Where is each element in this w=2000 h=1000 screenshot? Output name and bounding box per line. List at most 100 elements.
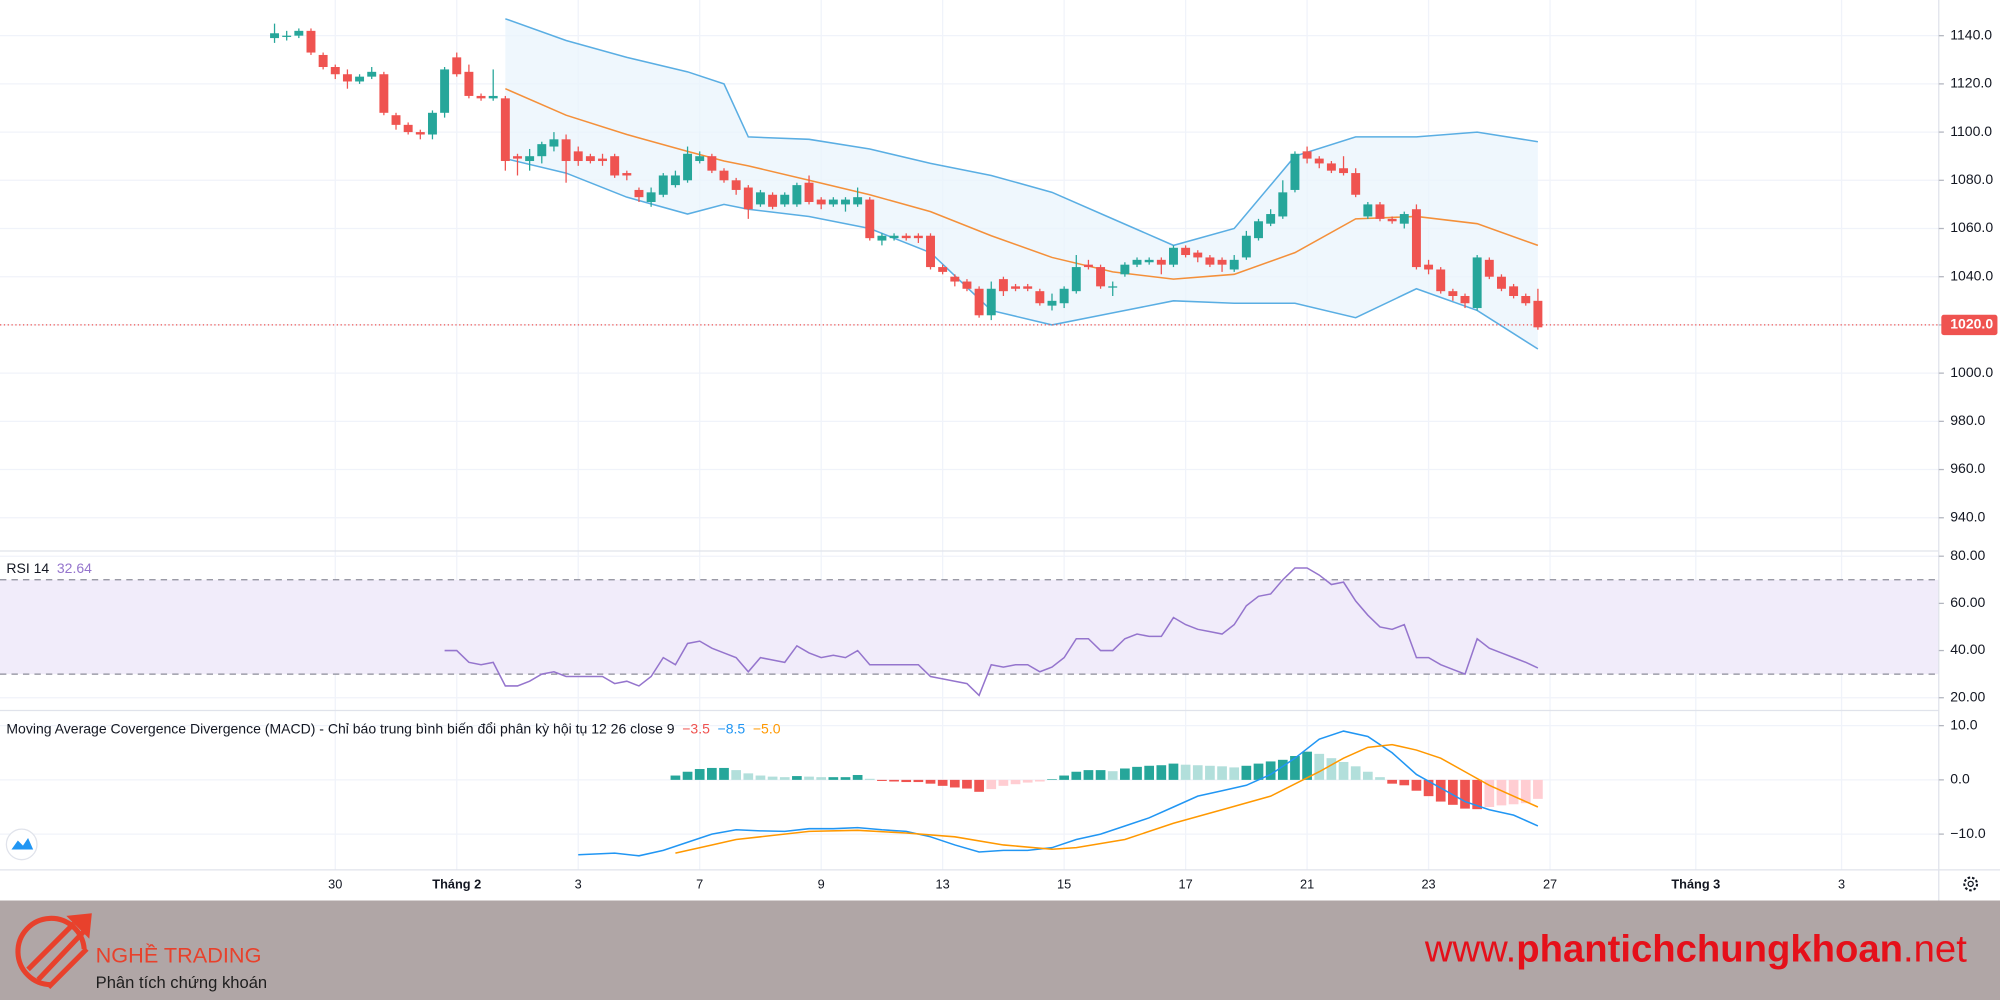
y-tick-label: 40.00	[1950, 641, 1985, 657]
macd-bar	[731, 770, 741, 780]
candle-body	[513, 156, 522, 159]
rsi-legend: RSI 14 32.64	[6, 560, 92, 576]
macd-bar	[1253, 763, 1264, 780]
macd-bar	[1229, 767, 1240, 780]
macd-bar	[913, 779, 924, 783]
y-tick-label: 960.0	[1950, 460, 1985, 476]
candle-body	[816, 199, 826, 205]
x-tick-label: 30	[328, 877, 342, 892]
candle-body	[1290, 153, 1300, 190]
candle-body	[391, 115, 401, 125]
y-tick-label: 10.0	[1950, 716, 1977, 732]
candle-body	[913, 235, 923, 239]
candle-body	[1059, 288, 1069, 304]
candle-body	[440, 69, 450, 113]
candle-body	[1193, 252, 1203, 258]
rsi-band	[0, 579, 1939, 675]
macd-bar	[1010, 779, 1021, 785]
candle-body	[1484, 259, 1494, 277]
macd-bar	[779, 777, 790, 780]
candle-body	[646, 192, 656, 202]
candle-body	[1169, 247, 1178, 265]
candle-body	[974, 288, 984, 316]
macd-bar	[1168, 763, 1179, 780]
macd-bar	[1423, 779, 1434, 797]
logo-icon	[11, 838, 34, 850]
macd-bar	[755, 775, 766, 780]
candle-body	[707, 156, 717, 171]
candle-body	[926, 235, 935, 268]
macd-legend: Moving Average Covergence Divergence (MA…	[6, 720, 780, 736]
macd-bar	[1241, 765, 1252, 780]
macd-bar	[1120, 768, 1130, 780]
candle-body	[355, 76, 365, 82]
settings-icon[interactable]	[1963, 876, 1979, 892]
candle-body	[901, 235, 911, 239]
macd-bar	[804, 776, 814, 780]
x-tick-label: Tháng 3	[1671, 877, 1720, 892]
footer-url[interactable]: www.phantichchungkhoan.net	[1424, 928, 1967, 971]
macd-bar	[743, 773, 754, 780]
macd-bar	[767, 776, 778, 780]
x-tick-label: 15	[1057, 877, 1071, 892]
candle-body	[525, 156, 535, 162]
candle-body	[828, 199, 838, 205]
candle-body	[1047, 300, 1057, 306]
y-tick-label: 1120.0	[1950, 75, 1992, 91]
macd-signal-value: −5.0	[753, 720, 781, 736]
rsi-line	[444, 567, 1539, 697]
candle-body	[962, 281, 972, 289]
candle-body	[1096, 267, 1106, 287]
last-price-label: 1020.0	[1950, 316, 1993, 332]
macd-bar	[707, 767, 717, 780]
footer-logo	[15, 913, 92, 990]
gear[interactable]	[1963, 876, 1979, 892]
url-prefix: www.	[1424, 928, 1516, 971]
gear-hub	[1967, 880, 1974, 888]
candle-body	[792, 185, 802, 205]
candle-body	[1229, 259, 1239, 270]
candle-body	[998, 279, 1008, 292]
candle-body	[1496, 276, 1506, 289]
x-tick-label: 3	[575, 877, 582, 892]
candle-body	[1023, 286, 1033, 289]
macd-line	[675, 743, 1539, 854]
macd-bar	[670, 775, 681, 780]
x-tick-label: 3	[1838, 877, 1845, 892]
candle-body	[1108, 286, 1118, 288]
macd-bar	[1399, 779, 1410, 786]
macd-bar	[1217, 766, 1227, 780]
macd-bar	[1314, 753, 1325, 780]
x-tick-label: 21	[1300, 877, 1314, 892]
macd-bar	[925, 779, 936, 784]
macd-bar	[1180, 764, 1191, 780]
macd-bar	[792, 776, 802, 780]
candle-body	[877, 235, 887, 241]
candle-body	[938, 267, 948, 272]
macd-bar	[1411, 779, 1422, 791]
y-tick-label: 80.00	[1950, 547, 1985, 563]
candle-body	[1205, 257, 1215, 265]
candle-body	[1509, 286, 1519, 296]
candle-body	[755, 192, 765, 205]
macd-bar	[1277, 759, 1288, 780]
candle-body	[464, 71, 474, 96]
candle-body	[1156, 259, 1166, 265]
candle-body	[1399, 214, 1409, 224]
x-tick-label: 17	[1179, 877, 1193, 892]
macd-bar	[901, 779, 912, 783]
macd-bar	[1083, 770, 1094, 780]
candle-body	[500, 98, 510, 162]
footer-band	[0, 900, 2000, 1000]
candle-body	[537, 144, 547, 157]
y-tick-label: 980.0	[1950, 412, 1985, 428]
y-tick-label: 0.0	[1950, 771, 1970, 787]
macd-bar	[1022, 779, 1033, 783]
y-tick-label: 1080.0	[1950, 171, 1993, 187]
candle-body	[1314, 158, 1324, 164]
candle-body	[318, 54, 328, 68]
macd-bar	[974, 779, 984, 792]
candle-body	[598, 158, 607, 162]
macd-bar	[1472, 779, 1483, 810]
